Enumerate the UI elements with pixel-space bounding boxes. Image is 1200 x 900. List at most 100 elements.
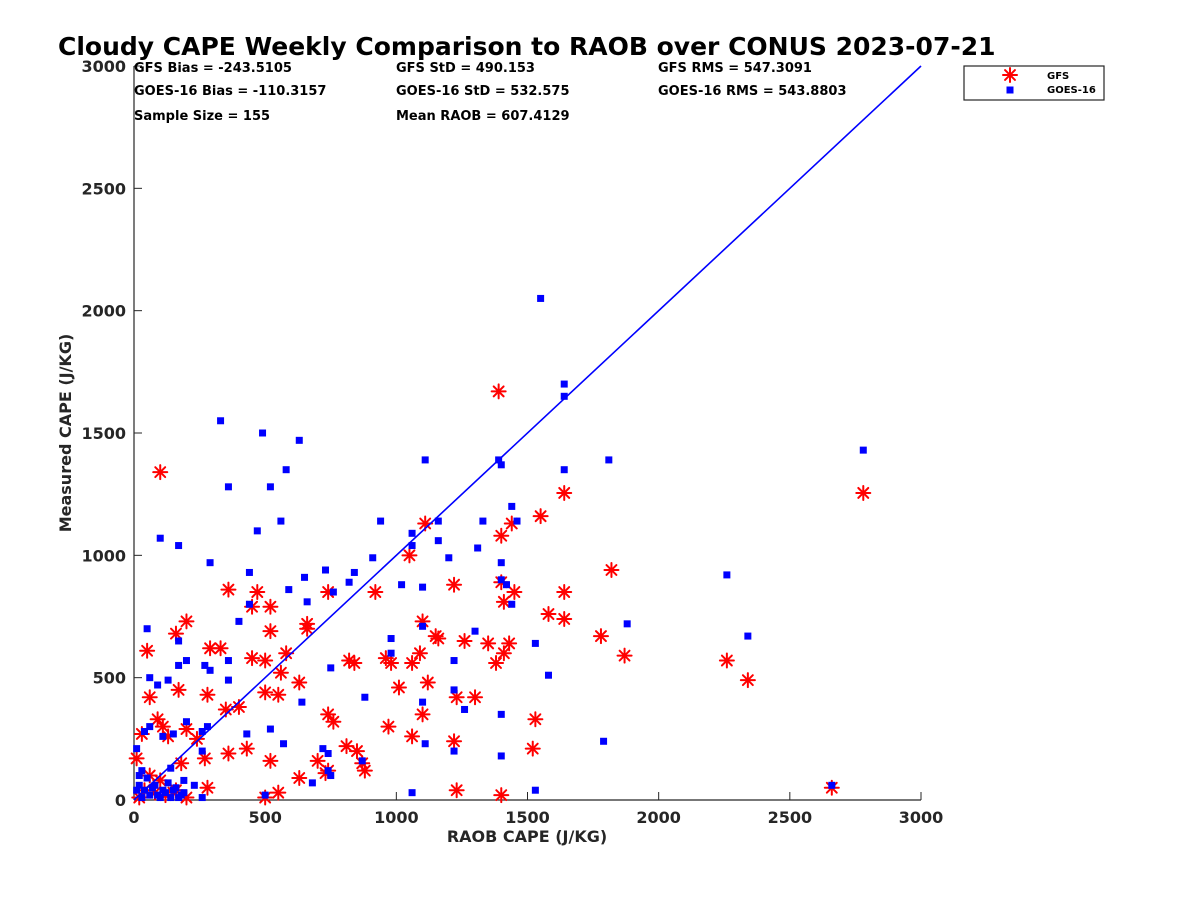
goes16-point: [245, 600, 253, 608]
gfs-point: [178, 721, 195, 738]
gfs-point: [188, 730, 205, 747]
legend-items: GFS GOES-16: [1002, 67, 1096, 96]
goes16-point: [421, 456, 429, 464]
y-tick-label: 2500: [81, 179, 126, 198]
goes16-point: [387, 649, 395, 657]
gfs-point: [404, 654, 421, 671]
goes16-point: [303, 598, 311, 606]
gfs-point: [419, 674, 436, 691]
goes16-point: [419, 698, 427, 706]
goes16-point: [198, 794, 206, 802]
gfs-point: [532, 508, 549, 525]
goes16-point: [345, 578, 353, 586]
stat-annotation: GOES-16 RMS = 543.8803: [658, 84, 847, 99]
gfs-point: [244, 650, 261, 667]
goes16-point: [224, 483, 232, 491]
goes16-point: [324, 767, 332, 775]
goes16-point: [461, 705, 469, 713]
gfs-point: [270, 784, 287, 801]
goes16-point: [243, 730, 251, 738]
gfs-point: [238, 740, 255, 757]
gfs-point: [291, 674, 308, 691]
goes16-point: [408, 789, 416, 797]
gfs-point: [141, 689, 158, 706]
legend-gfs-marker: [1002, 67, 1018, 83]
goes16-point: [154, 791, 162, 799]
goes16-point: [201, 661, 209, 669]
goes16-point: [261, 791, 269, 799]
gfs-point: [616, 647, 633, 664]
gfs-point: [414, 706, 431, 723]
gfs-point: [446, 576, 463, 593]
goes16-point: [327, 664, 335, 672]
gfs-point: [196, 750, 213, 767]
gfs-point: [404, 728, 421, 745]
goes16-point: [600, 737, 608, 745]
gfs-point: [430, 630, 447, 647]
gfs-point: [467, 689, 484, 706]
gfs-point: [348, 743, 365, 760]
goes16-point: [277, 517, 285, 525]
gfs-point: [493, 527, 510, 544]
goes16-point: [531, 639, 539, 647]
goes16-point: [245, 568, 253, 576]
goes16-point: [859, 446, 867, 454]
gfs-point: [556, 610, 573, 627]
goes16-point: [350, 568, 358, 576]
goes16-point: [198, 727, 206, 735]
y-tick-label: 0: [115, 791, 126, 810]
stat-annotation: GFS Bias = -243.5105: [134, 61, 292, 76]
gfs-point: [480, 635, 497, 652]
goes16-point: [266, 483, 274, 491]
goes16-point: [377, 517, 385, 525]
goes16-point: [167, 794, 175, 802]
y-tick-label: 1000: [81, 546, 126, 565]
legend-gfs-label: GFS: [1047, 71, 1069, 82]
goes16-point: [135, 772, 143, 780]
y-tick-label: 2000: [81, 302, 126, 321]
gfs-point: [495, 645, 512, 662]
goes16-point: [266, 725, 274, 733]
stat-annotation: Sample Size = 155: [134, 109, 270, 124]
goes16-point: [159, 732, 167, 740]
goes16-point: [408, 529, 416, 537]
goes16-point: [723, 571, 731, 579]
goes16-point: [143, 625, 151, 633]
goes16-point: [138, 794, 146, 802]
goes16-point: [203, 723, 211, 731]
goes16-point: [560, 392, 568, 400]
goes16-point: [156, 534, 164, 542]
goes16-point: [133, 745, 141, 753]
legend-box: [963, 65, 1105, 101]
goes16-point: [175, 542, 183, 550]
goes16-point: [560, 466, 568, 474]
goes16-point: [497, 576, 505, 584]
gfs-point: [855, 484, 872, 501]
gfs-point: [272, 664, 289, 681]
gfs-point: [291, 769, 308, 786]
goes16-point: [180, 789, 188, 797]
gfs-point: [506, 584, 523, 601]
gfs-point: [262, 752, 279, 769]
gfs-point: [170, 681, 187, 698]
gfs-point: [173, 755, 190, 772]
goes16-point: [605, 456, 613, 464]
goes16-point: [324, 750, 332, 758]
legend-goes16-label: GOES-16: [1047, 85, 1096, 96]
gfs-point: [128, 750, 145, 767]
y-tick-label: 500: [93, 669, 126, 688]
goes16-point: [146, 723, 154, 731]
gfs-point: [212, 640, 229, 657]
gfs-point: [262, 598, 279, 615]
goes16-point: [182, 718, 190, 726]
goes16-point: [140, 727, 148, 735]
goes16-point: [217, 417, 225, 425]
goes16-point: [497, 559, 505, 567]
gfs-point: [390, 679, 407, 696]
goes16-point: [206, 666, 214, 674]
x-tick-label: 0: [128, 808, 139, 827]
gfs-point: [380, 718, 397, 735]
gfs-point: [220, 581, 237, 598]
tick-layer: 0 500 1000 1500 2000 2500 3000 0 500 1000 1500 2000…: [81, 57, 943, 827]
